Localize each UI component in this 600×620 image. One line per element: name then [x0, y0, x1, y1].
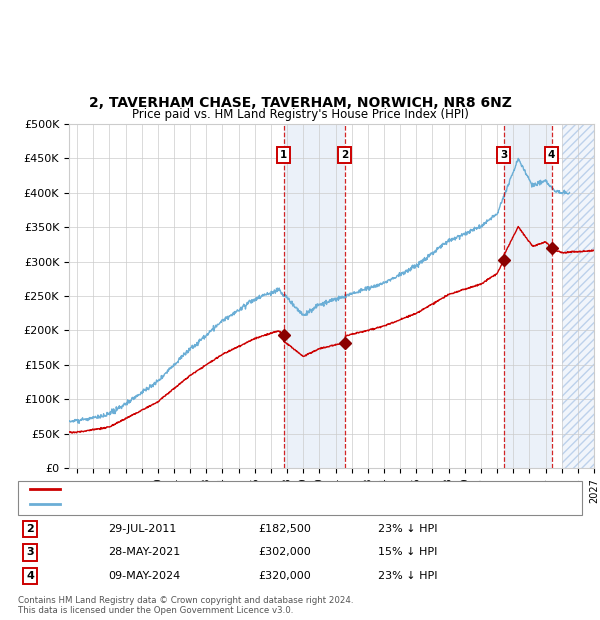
Bar — [284, 124, 345, 468]
Text: 4: 4 — [26, 571, 34, 581]
Text: £320,000: £320,000 — [258, 571, 311, 581]
Text: 25% ↓ HPI: 25% ↓ HPI — [378, 500, 437, 510]
Text: 23% ↓ HPI: 23% ↓ HPI — [378, 524, 437, 534]
Text: 2, TAVERHAM CHASE, TAVERHAM, NORWICH, NR8 6NZ (detached house): 2, TAVERHAM CHASE, TAVERHAM, NORWICH, NR… — [69, 484, 446, 494]
Bar — [504, 124, 551, 468]
Text: 28-MAY-2021: 28-MAY-2021 — [108, 547, 180, 557]
Text: 1: 1 — [26, 500, 34, 510]
Text: 15% ↓ HPI: 15% ↓ HPI — [378, 547, 437, 557]
Text: £193,950: £193,950 — [258, 500, 311, 510]
Text: 3: 3 — [500, 150, 508, 160]
Text: £302,000: £302,000 — [258, 547, 311, 557]
Bar — [562, 124, 594, 468]
Text: 19-OCT-2007: 19-OCT-2007 — [108, 500, 181, 510]
Text: 29-JUL-2011: 29-JUL-2011 — [108, 524, 176, 534]
Text: 2: 2 — [26, 524, 34, 534]
Bar — [562, 124, 594, 468]
Text: 4: 4 — [548, 150, 555, 160]
Text: 2: 2 — [341, 150, 349, 160]
Text: Contains HM Land Registry data © Crown copyright and database right 2024.
This d: Contains HM Land Registry data © Crown c… — [18, 596, 353, 615]
Text: £182,500: £182,500 — [258, 524, 311, 534]
Text: Price paid vs. HM Land Registry's House Price Index (HPI): Price paid vs. HM Land Registry's House … — [131, 108, 469, 121]
Text: 3: 3 — [26, 547, 34, 557]
Text: 2, TAVERHAM CHASE, TAVERHAM, NORWICH, NR8 6NZ: 2, TAVERHAM CHASE, TAVERHAM, NORWICH, NR… — [89, 96, 511, 110]
Text: HPI: Average price, detached house, Broadland: HPI: Average price, detached house, Broa… — [69, 499, 315, 509]
Text: 09-MAY-2024: 09-MAY-2024 — [108, 571, 180, 581]
Text: 23% ↓ HPI: 23% ↓ HPI — [378, 571, 437, 581]
Text: 1: 1 — [280, 150, 287, 160]
